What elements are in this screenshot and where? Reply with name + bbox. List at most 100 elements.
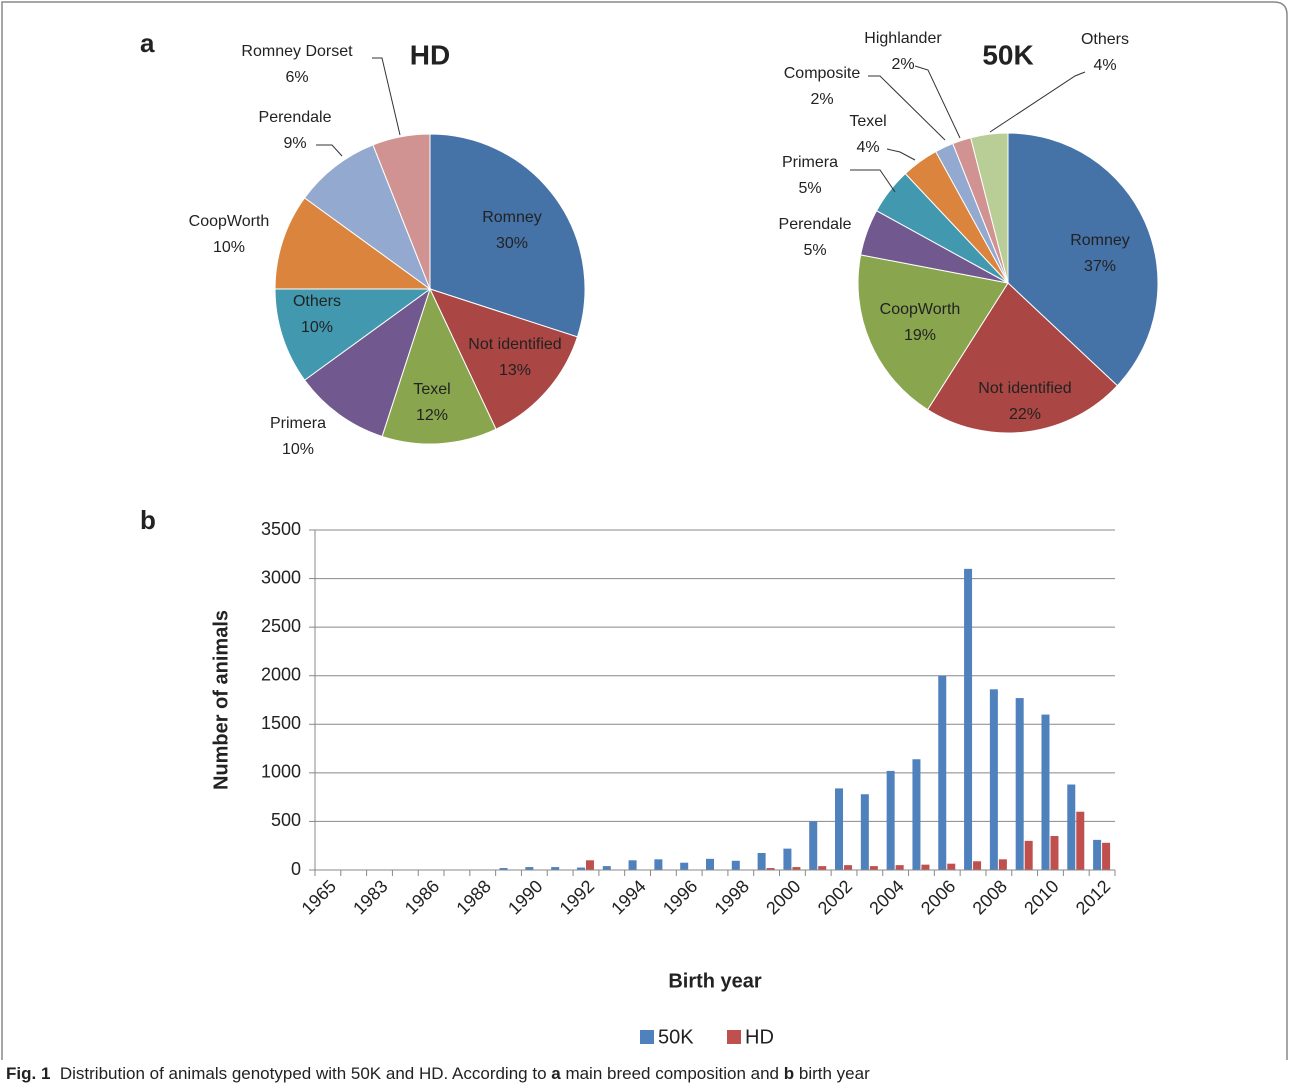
x-tick-label: 2012 xyxy=(1072,876,1114,918)
legend-label: 50K xyxy=(658,1026,694,1048)
bar xyxy=(818,866,827,870)
slice-value-label: 30% xyxy=(496,235,528,252)
slice-label: Romney xyxy=(1070,232,1130,249)
x-tick-label: 1992 xyxy=(556,876,598,918)
bar xyxy=(921,864,930,870)
bar xyxy=(628,860,637,870)
pie-slice xyxy=(274,288,432,381)
slice-label: CoopWorth xyxy=(189,213,270,230)
bar xyxy=(912,759,921,870)
y-tick-label: 2500 xyxy=(261,616,301,636)
leader-line xyxy=(850,169,896,193)
y-axis-title: Number of animals xyxy=(210,610,232,790)
slice-label: Others xyxy=(1081,31,1129,48)
bar xyxy=(783,848,792,870)
slice-value-label: 4% xyxy=(1093,57,1116,74)
slice-label: Not identified xyxy=(468,336,561,353)
x-tick-label: 2006 xyxy=(917,876,959,918)
x-tick-label: 1994 xyxy=(607,876,649,918)
panel-label: a xyxy=(140,28,155,58)
slice-label: Not identified xyxy=(978,380,1071,397)
caption-text: a xyxy=(551,1064,561,1083)
pie-slice xyxy=(303,144,432,291)
bar xyxy=(499,868,508,870)
slice-value-label: 10% xyxy=(213,239,245,256)
bar xyxy=(1076,811,1085,870)
bar xyxy=(964,568,973,870)
slice-value-label: 2% xyxy=(891,56,914,73)
pie-slice xyxy=(303,287,431,438)
caption-label: Fig. 1 xyxy=(6,1064,51,1083)
x-tick-label: 2002 xyxy=(814,876,856,918)
y-tick-label: 3000 xyxy=(261,567,301,587)
y-tick-label: 500 xyxy=(271,810,301,830)
leader-line xyxy=(316,144,343,157)
bar xyxy=(576,867,585,870)
caption: Fig. 1 Distribution of animals genotyped… xyxy=(6,1064,870,1084)
bar xyxy=(973,861,982,870)
slice-label: Primera xyxy=(782,154,838,171)
y-tick-label: 3500 xyxy=(261,519,301,539)
caption-text: b xyxy=(783,1064,795,1083)
slice-label: Texel xyxy=(849,113,886,130)
caption-text: main breed composition and xyxy=(560,1064,784,1083)
x-tick-label: 1998 xyxy=(711,876,753,918)
bar xyxy=(1015,698,1024,870)
pie-slice xyxy=(1007,132,1159,387)
leader-line xyxy=(886,148,916,161)
x-tick-label: 2000 xyxy=(762,876,804,918)
pie-slice xyxy=(274,197,432,290)
x-tick-label: 2010 xyxy=(1020,876,1062,918)
leader-line xyxy=(372,57,401,136)
x-tick-label: 1996 xyxy=(659,876,701,918)
bar xyxy=(585,860,594,870)
x-tick-label: 1983 xyxy=(349,876,391,918)
pie-slice xyxy=(372,133,431,290)
pie-slice xyxy=(857,254,1009,411)
x-tick-label: 2008 xyxy=(969,876,1011,918)
slice-value-label: 9% xyxy=(283,135,306,152)
slice-label: Composite xyxy=(784,65,861,82)
bar xyxy=(947,863,956,870)
bar xyxy=(938,675,947,870)
x-tick-label: 2004 xyxy=(865,876,907,918)
y-tick-label: 1000 xyxy=(261,762,301,782)
bar xyxy=(680,862,689,870)
frame xyxy=(1,1,1288,1060)
pie-slice xyxy=(926,282,1119,434)
legend-label: HD xyxy=(745,1026,774,1048)
slice-label: Others xyxy=(293,293,341,310)
bar xyxy=(998,859,1007,870)
caption-text: birth year xyxy=(794,1064,870,1083)
pie-slice xyxy=(429,133,586,338)
bar xyxy=(757,853,766,870)
slice-label: Romney xyxy=(482,209,542,226)
bar xyxy=(1050,836,1059,870)
bar xyxy=(602,866,611,870)
leader-line xyxy=(989,71,1086,133)
bar xyxy=(809,821,818,870)
bar xyxy=(1067,784,1076,870)
x-tick-label: 1988 xyxy=(452,876,494,918)
slice-value-label: 5% xyxy=(798,180,821,197)
bar xyxy=(731,860,740,870)
leader-line xyxy=(868,75,946,141)
pie-title: 50K xyxy=(982,39,1033,70)
bar xyxy=(1102,842,1111,870)
slice-label: Primera xyxy=(270,415,326,432)
caption-text: Distribution of animals genotyped with 5… xyxy=(59,1064,552,1083)
x-tick-label: 1965 xyxy=(298,876,340,918)
y-tick-label: 1500 xyxy=(261,713,301,733)
bar xyxy=(551,867,560,870)
x-tick-label: 1986 xyxy=(401,876,443,918)
slice-value-label: 5% xyxy=(803,242,826,259)
pie-slice xyxy=(429,288,579,430)
slice-value-label: 2% xyxy=(810,91,833,108)
pie-title: HD xyxy=(410,39,450,70)
slice-label: Texel xyxy=(413,381,450,398)
slice-value-label: 13% xyxy=(499,362,531,379)
bar xyxy=(1024,840,1033,870)
bar xyxy=(1093,839,1102,870)
bar xyxy=(766,868,775,870)
